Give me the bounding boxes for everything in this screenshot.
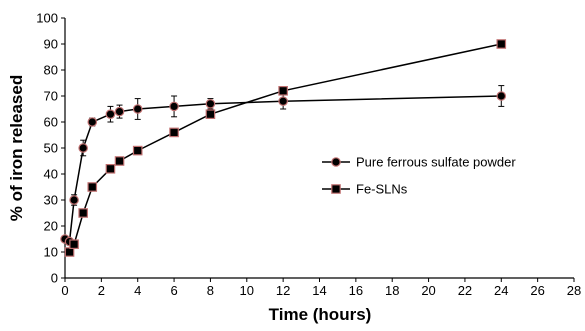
data-point [205,109,216,119]
y-tick-label: 30 [44,193,58,208]
x-tick-label: 0 [61,283,68,298]
y-axis-title: % of iron released [7,75,26,221]
data-point [69,239,79,249]
y-tick-label: 40 [44,167,58,182]
legend: Pure ferrous sulfate powder Fe-SLNs [322,155,516,197]
legend-marker [331,157,341,167]
y-tick-label: 10 [44,245,58,260]
x-tick-label: 6 [170,283,177,298]
data-point [278,85,288,96]
data-point [78,143,88,153]
data-point [78,208,88,218]
data-point [114,156,125,166]
data-point [132,145,143,156]
y-tick-label: 60 [44,115,58,130]
x-tick-label: 18 [385,283,399,298]
x-tick-label: 26 [530,283,544,298]
y-tick-label: 50 [44,141,58,156]
y-tick-label: 70 [44,89,58,104]
data-point [69,195,79,205]
legend-item: Fe-SLNs [322,182,408,197]
y-tick-label: 20 [44,219,58,234]
data-point [205,99,216,109]
data-point [169,127,179,138]
x-axis-title: Time (hours) [269,305,372,324]
y-tick-label: 0 [51,271,58,286]
data-point [87,117,98,127]
data-point [169,101,179,112]
x-ticks: 0 2 4 6 8 10 12 14 16 18 20 22 24 26 28 [61,278,581,298]
x-tick-label: 16 [349,283,363,298]
data-point [278,96,288,106]
series-1 [64,39,507,257]
data-point [64,247,75,257]
x-tick-label: 14 [312,283,326,298]
legend-item: Pure ferrous sulfate powder [322,155,516,170]
legend-marker [331,184,341,194]
x-tick-label: 24 [494,283,508,298]
data-point [105,164,116,174]
data-point [114,106,125,117]
y-tick-label: 90 [44,37,58,52]
data-point [105,109,116,119]
x-tick-label: 10 [240,283,254,298]
x-tick-label: 20 [421,283,435,298]
y-tick-label: 100 [36,11,58,26]
series-layer [60,39,507,257]
y-axis-title-group: % of iron released [7,75,26,221]
legend-label: Pure ferrous sulfate powder [356,155,516,170]
y-tick-label: 80 [44,63,58,78]
data-point [87,182,98,192]
x-tick-label: 12 [276,283,290,298]
x-tick-label: 28 [567,283,581,298]
data-point [132,104,143,114]
legend-label: Fe-SLNs [356,182,408,197]
data-point [496,39,507,49]
x-tick-label: 2 [98,283,105,298]
x-tick-label: 4 [134,283,141,298]
y-ticks: 0 10 20 30 40 50 60 70 80 90 100 [36,11,65,286]
x-tick-label: 8 [207,283,214,298]
data-point [496,91,507,101]
x-tick-label: 22 [458,283,472,298]
